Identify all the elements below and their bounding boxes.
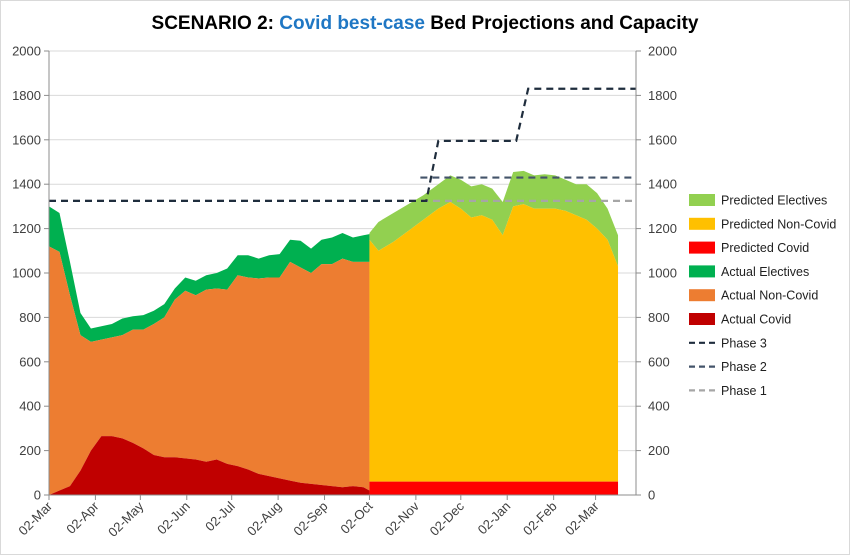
y-tick-label-left-800: 800 xyxy=(19,310,41,325)
x-tick-label-0: 02-Mar xyxy=(15,498,55,538)
y-tick-label-left-600: 600 xyxy=(19,354,41,369)
y-tick-label-right-800: 800 xyxy=(648,310,670,325)
legend-swatch-2 xyxy=(689,241,715,254)
x-tick-label-4: 02-Jul xyxy=(202,498,238,534)
y-tick-label-right-1800: 1800 xyxy=(648,88,677,103)
x-tick-label-10: 02-Jan xyxy=(475,499,514,538)
series-predicted-covid xyxy=(369,481,619,495)
phase-lines xyxy=(49,87,636,202)
legend-label-7: Phase 2 xyxy=(721,360,767,374)
x-tick-label-6: 02-Sep xyxy=(290,499,330,539)
legend-label-8: Phase 1 xyxy=(721,384,767,398)
legend-label-5: Actual Covid xyxy=(721,313,791,327)
legend-label-6: Phase 3 xyxy=(721,336,767,350)
legend-label-0: Predicted Electives xyxy=(721,194,827,208)
y-tick-label-left-1800: 1800 xyxy=(12,88,41,103)
legend-swatch-4 xyxy=(689,289,715,302)
y-tick-label-right-400: 400 xyxy=(648,399,670,414)
x-tick-label-8: 02-Nov xyxy=(382,498,423,539)
y-tick-label-left-1600: 1600 xyxy=(12,132,41,147)
legend-swatch-0 xyxy=(689,194,715,206)
x-tick-label-3: 02-Jun xyxy=(154,499,193,538)
y-tick-label-left-400: 400 xyxy=(19,399,41,414)
y-tick-label-left-200: 200 xyxy=(19,443,41,458)
series-predicted-noncovid xyxy=(369,201,619,482)
y-tick-label-right-0: 0 xyxy=(648,488,655,503)
series-predicted-electives xyxy=(369,170,619,267)
x-tick-label-9: 02-Dec xyxy=(427,498,468,539)
series-actual-covid xyxy=(49,436,370,495)
legend: Predicted Electives Predicted Non-Covid Pr… xyxy=(689,194,836,398)
x-tick-label-11: 02-Feb xyxy=(520,499,560,539)
y-tick-label-right-600: 600 xyxy=(648,354,670,369)
title-part-1: SCENARIO 2: xyxy=(152,13,280,34)
x-tick-label-7: 02-Oct xyxy=(337,498,375,536)
legend-label-1: Predicted Non-Covid xyxy=(721,217,836,231)
y-tick-label-right-2000: 2000 xyxy=(648,44,677,59)
title-part-2: Covid best-case xyxy=(279,13,425,34)
legend-label-3: Actual Electives xyxy=(721,265,809,279)
y-tick-label-right-1400: 1400 xyxy=(648,177,677,192)
legend-swatch-1 xyxy=(689,217,715,230)
y-tick-label-left-1000: 1000 xyxy=(12,266,41,281)
y-tick-label-right-200: 200 xyxy=(648,443,670,458)
title-part-3: Bed Projections and Capacity xyxy=(425,13,699,34)
y-tick-label-right-1600: 1600 xyxy=(648,132,677,147)
plot-areas xyxy=(49,170,619,495)
x-tick-label-12: 02-Mar xyxy=(562,498,602,538)
chart-title: SCENARIO 2: Covid best-case Bed Projecti… xyxy=(152,13,699,34)
series-actual-electives xyxy=(49,206,370,342)
legend-label-2: Predicted Covid xyxy=(721,241,809,255)
y-tick-label-right-1200: 1200 xyxy=(648,221,677,236)
legend-swatch-5 xyxy=(689,313,715,325)
y-tick-label-left-2000: 2000 xyxy=(12,44,41,59)
legend-label-4: Actual Non-Covid xyxy=(721,289,818,303)
y-tick-label-left-0: 0 xyxy=(34,488,41,503)
x-tick-label-5: 02-Aug xyxy=(244,499,284,539)
legend-swatch-3 xyxy=(689,265,715,278)
series-actual-noncovid xyxy=(49,246,370,495)
x-tick-label-1: 02-Apr xyxy=(63,498,102,537)
y-tick-label-left-1400: 1400 xyxy=(12,177,41,192)
series-phase-3 xyxy=(49,87,636,202)
x-tick-label-2: 02-May xyxy=(105,498,147,540)
y-tick-label-left-1200: 1200 xyxy=(12,221,41,236)
y-tick-label-right-1000: 1000 xyxy=(648,266,677,281)
